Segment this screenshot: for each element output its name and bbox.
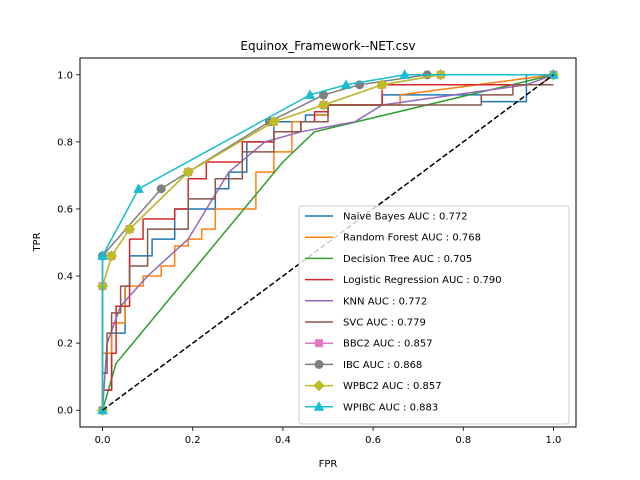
random-legend-label: Random Forest AUC : 0.768 bbox=[343, 233, 481, 244]
y-axis: 0.0 0.2 0.4 0.6 0.8 1.0 bbox=[57, 70, 80, 417]
wpbc2-point bbox=[268, 116, 280, 128]
wpibc-point bbox=[340, 79, 352, 89]
knn-legend-label: KNN AUC : 0.772 bbox=[343, 296, 427, 307]
y-tick-label: 0.8 bbox=[57, 137, 73, 148]
svc-legend-label: SVC AUC : 0.779 bbox=[343, 318, 426, 329]
bbc2-legend-label: BBC2 AUC : 0.857 bbox=[343, 339, 433, 350]
x-tick-label: 0.2 bbox=[185, 435, 201, 446]
wpibc-legend-label: WPIBC AUC : 0.883 bbox=[343, 402, 438, 413]
ibc-point bbox=[156, 184, 166, 194]
x-tick-label: 0.6 bbox=[365, 435, 381, 446]
wpibc-point bbox=[399, 69, 411, 79]
wpbc2-line bbox=[101, 74, 554, 411]
wpibc-point bbox=[97, 250, 108, 260]
svc-series bbox=[101, 84, 554, 411]
wpbc2-legend-label: WPBC2 AUC : 0.857 bbox=[343, 381, 442, 392]
x-tick-label: 0.8 bbox=[455, 435, 471, 446]
x-tick-label: 0.4 bbox=[275, 435, 291, 446]
x-axis: 0.0 0.2 0.4 0.6 0.8 1.0 bbox=[95, 427, 562, 446]
axes-frame bbox=[79, 57, 577, 428]
wpibc-point bbox=[548, 69, 559, 79]
wpbc2-point bbox=[123, 223, 136, 235]
chart-title: Equinox_Framework--NET.csv bbox=[240, 39, 415, 53]
wpibc-series bbox=[97, 69, 559, 415]
y-tick-label: 0.2 bbox=[57, 339, 73, 350]
svc-line bbox=[101, 84, 554, 411]
y-tick-label: 0.0 bbox=[57, 406, 73, 417]
y-tick-label: 0.4 bbox=[57, 272, 73, 283]
x-tick-label: 1.0 bbox=[546, 435, 562, 446]
y-axis-title: TPR bbox=[32, 232, 43, 252]
wpbc2-point bbox=[182, 166, 194, 178]
ibc-legend-label: IBC AUC : 0.868 bbox=[343, 360, 422, 371]
wpbc2-point bbox=[105, 250, 118, 262]
wpibc-point bbox=[304, 89, 316, 99]
x-tick-label: 0.0 bbox=[95, 435, 111, 446]
legend-box bbox=[298, 205, 570, 425]
bbc2-legend-marker bbox=[315, 339, 323, 348]
wpbc2-point bbox=[376, 79, 388, 91]
decision-legend-label: Decision Tree AUC : 0.705 bbox=[343, 254, 472, 265]
ibc-legend-marker bbox=[314, 359, 324, 369]
x-axis-title: FPR bbox=[319, 459, 338, 470]
wpbc2-series bbox=[96, 69, 560, 416]
plot-area bbox=[96, 69, 560, 416]
wpbc2-legend-marker bbox=[313, 379, 325, 392]
naive-legend-label: Naive Bayes AUC : 0.772 bbox=[343, 212, 468, 223]
wpbc2-point bbox=[317, 99, 330, 111]
wpibc-point bbox=[133, 183, 144, 193]
y-tick-label: 0.6 bbox=[57, 204, 73, 215]
legend: Naive Bayes AUC : 0.772 Random Forest AUC… bbox=[298, 205, 570, 425]
y-tick-label: 1.0 bbox=[57, 70, 73, 81]
wpibc-legend-marker bbox=[313, 401, 325, 411]
logistic-legend-label: Logistic Regression AUC : 0.790 bbox=[343, 275, 502, 286]
ibc-line bbox=[101, 74, 554, 411]
